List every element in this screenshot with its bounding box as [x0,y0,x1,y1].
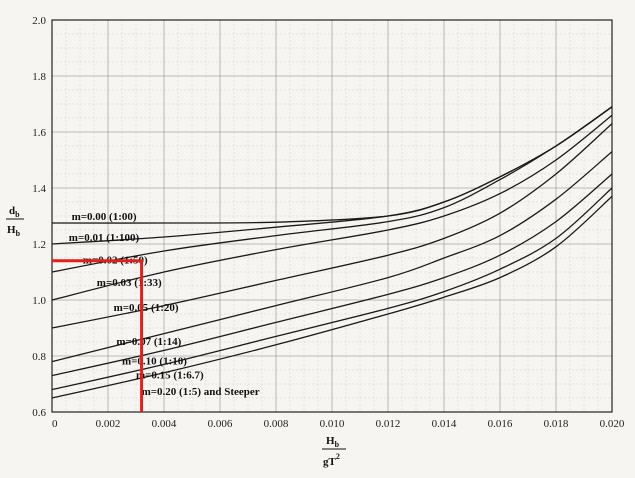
x-tick-label: 0.014 [432,418,457,430]
y-tick-label: 1.6 [32,127,46,139]
series-line [51,123,613,329]
series-label: m=0.20 (1:5) and Steeper [142,386,260,398]
y-axis-variable: db Hb [6,205,24,238]
x-tick-labels: 0 0.002 0.004 0.006 0.008 0.010 0.012 0.014 0.01… [52,418,625,430]
chart-grid [51,19,613,413]
series-label: m=0.07 (1:14) [116,336,181,348]
annotation-line [52,259,144,412]
plot-border [51,19,613,413]
x-tick-label: 0.020 [600,418,625,430]
svg-text:Hb: Hb [326,435,340,449]
y-tick-labels: 0.6 0.8 1.0 1.2 1.4 1.6 1.8 2.0 [32,15,46,419]
y-var-den: H [7,224,16,236]
y-tick-label: 1.2 [32,239,46,251]
y-tick-label: 0.8 [32,351,46,363]
x-tick-label: 0.016 [488,418,513,430]
y-var-num: d [9,205,15,217]
x-tick-label: 0 [52,418,58,430]
series-label: m=0.00 (1:00) [72,211,137,223]
x-tick-label: 0.010 [320,418,345,430]
x-var-den-sup: 2 [336,452,340,461]
x-tick-label: 0.006 [208,418,233,430]
series-line [51,151,613,363]
x-var-num-sub: b [335,440,340,449]
y-tick-label: 1.4 [32,183,46,195]
series-line [51,106,613,273]
svg-text:gT2: gT2 [323,452,340,468]
y-var-den-sub: b [16,229,21,238]
series-label: m=0.03 (1:33) [97,277,162,289]
series-line [51,173,613,377]
x-var-num: H [326,435,335,447]
series-label: m=0.10 (1:10) [122,355,187,367]
svg-text:Hb: Hb [7,224,21,238]
x-tick-label: 0.012 [376,418,401,430]
y-tick-label: 2.0 [32,15,46,27]
svg-text:db: db [9,205,20,219]
series-line [51,187,613,391]
curve-labels: m=0.00 (1:00)m=0.01 (1:100)m=0.02 (1:50)… [69,211,260,398]
x-axis-variable: Hb gT2 [322,435,346,468]
x-tick-label: 0.004 [152,418,177,430]
series-label: m=0.01 (1:100) [69,232,140,244]
x-tick-label: 0.002 [96,418,121,430]
y-tick-label: 0.6 [32,407,46,419]
annotation-lines [52,259,144,412]
series-label: m=0.15 (1:6.7) [136,369,204,381]
x-var-den: gT [323,456,337,468]
curves [51,106,613,399]
series-label: m=0.05 (1:20) [114,302,179,314]
series-line [51,195,613,399]
series-line [51,114,613,301]
y-tick-label: 1.0 [32,295,46,307]
x-tick-label: 0.008 [264,418,289,430]
x-tick-label: 0.018 [544,418,569,430]
y-var-num-sub: b [15,210,20,219]
y-tick-label: 1.8 [32,71,46,83]
